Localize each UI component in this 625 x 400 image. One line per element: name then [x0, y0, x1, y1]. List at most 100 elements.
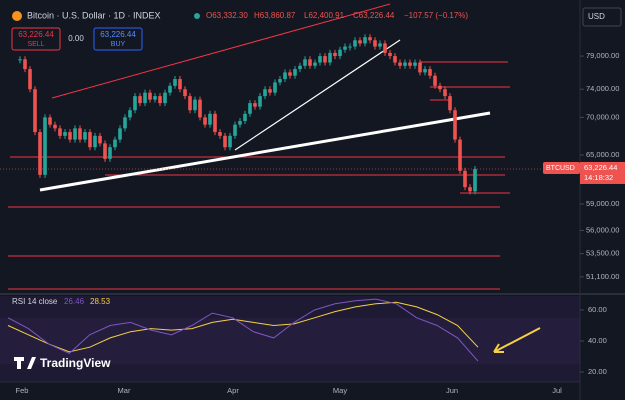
candle [368, 37, 372, 41]
candle [223, 135, 227, 148]
ticker-tag [543, 161, 580, 174]
symbol: Bitcoin · U.S. Dollar · 1D · INDEX [27, 10, 161, 20]
logo-icon [14, 357, 36, 369]
candle [143, 92, 147, 104]
candle [293, 69, 297, 76]
candle [153, 96, 157, 100]
buy-button[interactable] [93, 27, 143, 51]
candle [443, 89, 447, 97]
candle [113, 139, 117, 148]
drawings [8, 3, 541, 353]
candle [43, 117, 47, 175]
candle [163, 92, 167, 104]
y-tick-label: 74,000.00 [586, 84, 619, 93]
y-tick-label: 79,000.00 [586, 51, 619, 60]
spread: 0.00 [68, 34, 84, 43]
candle [473, 168, 477, 192]
candle [93, 135, 97, 148]
candle [348, 46, 352, 48]
candle [218, 132, 222, 136]
x-tick-label: Jun [446, 386, 458, 395]
candle [298, 65, 302, 70]
candle [248, 103, 252, 114]
candle [303, 59, 307, 66]
candle [198, 99, 202, 118]
support-line [39, 111, 491, 192]
candle [418, 62, 422, 73]
candle [203, 117, 207, 125]
candle [38, 132, 42, 175]
y-tick-label: 40.00 [588, 336, 607, 345]
candle [363, 37, 367, 44]
candle [108, 147, 112, 159]
y-tick-label: 53,500.00 [586, 249, 619, 258]
candle [373, 40, 377, 47]
y-tick-label: 59,000.00 [586, 199, 619, 208]
sell-price: 63,226.44 [18, 30, 54, 39]
candle [428, 69, 432, 76]
sell-label: SELL [27, 41, 44, 48]
y-tick-label: 65,000.00 [586, 150, 619, 159]
y-tick-label: 51,100.00 [586, 272, 619, 281]
candle [158, 96, 162, 104]
ohlc: L62,400.91 [304, 11, 345, 20]
y-tick-label: 56,000.00 [586, 225, 619, 234]
candle [103, 143, 107, 159]
candle [168, 85, 172, 93]
candle [253, 103, 257, 107]
buy-price: 63,226.44 [100, 30, 136, 39]
candle [208, 113, 212, 125]
candle [333, 52, 337, 57]
candle [338, 49, 342, 57]
candle [23, 59, 27, 70]
candle [288, 72, 292, 76]
candle [438, 85, 442, 90]
candle [448, 96, 452, 111]
candle [268, 89, 272, 93]
x-tick-label: Feb [16, 386, 29, 395]
candle [138, 96, 142, 104]
currency-button[interactable] [582, 7, 622, 27]
candle [233, 124, 237, 136]
candle [53, 124, 57, 129]
y-tick-label: 60.00 [588, 305, 607, 314]
candle [33, 89, 37, 133]
candle [323, 56, 327, 63]
candle [188, 96, 192, 111]
candle [63, 132, 67, 136]
candle [273, 82, 277, 93]
candle [353, 40, 357, 47]
candle [468, 187, 472, 192]
candle [18, 59, 22, 61]
rsi-title: RSI 14 close [12, 297, 58, 306]
logo: TradingView [40, 356, 111, 370]
status-dot [194, 13, 200, 19]
x-tick-label: Apr [227, 386, 239, 395]
candle [193, 99, 197, 111]
candle [68, 132, 72, 140]
candle [48, 117, 52, 125]
candle [183, 89, 187, 97]
y-tick-label: 70,000.00 [586, 112, 619, 121]
candle [173, 79, 177, 86]
trendline [51, 3, 391, 99]
candle [178, 79, 182, 90]
price-tag [580, 161, 625, 184]
candle [313, 62, 317, 66]
countdown: 14:18:32 [584, 173, 613, 182]
candle [283, 72, 287, 80]
candle [383, 43, 387, 53]
candle [213, 113, 217, 133]
candle [398, 62, 402, 66]
ohlc: −107.57 (−0.17%) [404, 11, 468, 20]
candle [243, 113, 247, 122]
rsi-ma-value: 28.53 [90, 297, 111, 306]
sell-button[interactable] [11, 27, 61, 51]
candle [453, 110, 457, 140]
candle [148, 92, 152, 100]
candle [258, 96, 262, 107]
buy-label: BUY [111, 41, 126, 48]
candle [393, 56, 397, 63]
